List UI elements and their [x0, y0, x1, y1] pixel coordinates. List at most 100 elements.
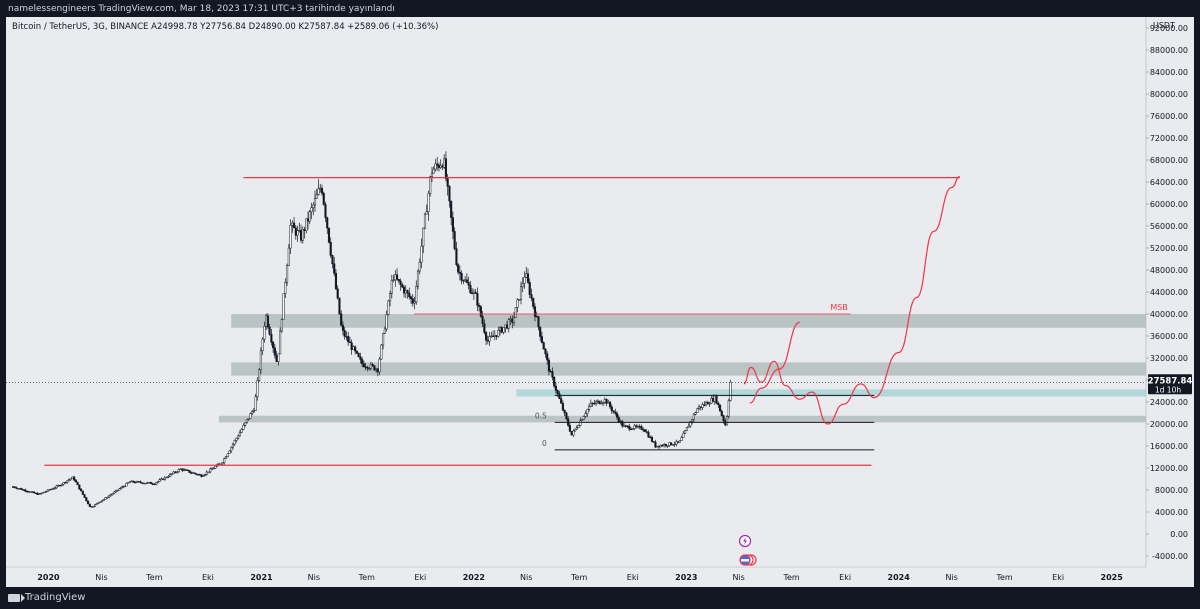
candle-body	[78, 484, 81, 490]
price-tick-label: 84000.00	[1150, 68, 1188, 77]
price-tick-label: 4000.00	[1155, 508, 1188, 517]
candle-body	[268, 326, 271, 335]
candle-body	[654, 441, 657, 448]
candle-body	[479, 306, 482, 317]
support-resistance-zone	[231, 362, 1147, 376]
candle-body	[142, 482, 145, 485]
candle-body	[528, 282, 531, 295]
candle-body	[521, 283, 524, 288]
candle-body	[718, 404, 722, 412]
candle-body	[258, 369, 261, 381]
candle-body	[329, 241, 332, 256]
time-tick-label: Nis	[732, 573, 744, 582]
price-tick-label: 48000.00	[1150, 266, 1188, 275]
candle-body	[88, 503, 91, 507]
candle-body	[553, 376, 556, 387]
projection-path	[743, 175, 960, 425]
candle-body	[490, 335, 493, 338]
candle-body	[287, 247, 290, 266]
candle-body	[547, 359, 550, 372]
price-tick-label: 0.00	[1170, 530, 1188, 539]
candle-body	[172, 471, 175, 474]
candle-body	[223, 458, 226, 463]
candle-body	[556, 390, 559, 395]
candle-body	[76, 481, 79, 486]
candle-body	[478, 305, 481, 307]
candle-body	[177, 469, 180, 473]
candle-body	[17, 488, 20, 490]
candle-body	[443, 158, 446, 168]
candle-body	[402, 286, 406, 294]
candle-body	[184, 469, 187, 471]
time-tick-label: Tem	[145, 573, 162, 582]
candle-body	[303, 229, 306, 231]
candle-body	[645, 431, 648, 433]
candle-body	[422, 227, 425, 247]
candle-body	[598, 400, 601, 404]
candle-body	[563, 409, 566, 414]
candle-body	[628, 425, 631, 430]
candle-body	[684, 430, 687, 434]
chart-area[interactable]	[6, 17, 1194, 587]
price-tick-label: 56000.00	[1150, 222, 1188, 231]
candle-body	[361, 359, 364, 365]
candle-body	[678, 440, 681, 443]
candle-body	[324, 204, 327, 218]
candle-body	[39, 493, 42, 495]
candle-body	[429, 176, 432, 194]
candle-body	[121, 486, 125, 488]
last-price-countdown: 1d 10h	[1155, 385, 1181, 394]
candle-body	[670, 442, 673, 446]
candle-body	[387, 300, 390, 315]
candle-body	[574, 428, 577, 432]
candle-body	[626, 425, 629, 427]
price-tick-label: -4000.00	[1152, 552, 1188, 561]
support-resistance-zone	[218, 415, 1147, 423]
time-tick-label: Eki	[627, 573, 639, 582]
candle-body	[725, 416, 729, 426]
candle-body	[608, 401, 612, 408]
candle-body	[156, 481, 159, 483]
candle-body	[537, 316, 540, 328]
candle-body	[696, 408, 699, 413]
candle-body	[310, 207, 313, 212]
candle-body	[432, 168, 435, 174]
candle-body	[722, 415, 725, 422]
tradingview-logo[interactable]: TradingView	[8, 592, 85, 603]
drawings-layer: MSB 0.5 0	[6, 175, 1146, 466]
candle-body	[34, 492, 37, 494]
candle-body	[588, 405, 591, 410]
candle-body	[352, 346, 355, 350]
candle-body	[83, 494, 86, 498]
candle-body	[437, 164, 441, 168]
candle-body	[617, 417, 620, 422]
event-markers	[738, 534, 757, 566]
price-tick-label: 12000.00	[1150, 464, 1188, 473]
candle-body	[275, 354, 278, 362]
candle-body	[615, 413, 619, 418]
candle-body	[176, 471, 179, 473]
candle-body	[621, 420, 624, 427]
price-tick-label: 8000.00	[1155, 486, 1188, 495]
candle-body	[633, 425, 636, 429]
candle-body	[516, 299, 519, 308]
time-tick-label: Nis	[95, 573, 107, 582]
candle-body	[81, 490, 84, 495]
candle-body	[399, 280, 402, 285]
candle-body	[48, 489, 51, 491]
candle-body	[446, 178, 449, 187]
candle-body	[376, 368, 379, 373]
candle-body	[134, 481, 137, 484]
candle-body	[170, 473, 173, 475]
candle-body	[636, 426, 640, 428]
candle-body	[540, 336, 544, 343]
candle-body	[200, 474, 203, 477]
price-tick-label: 68000.00	[1150, 156, 1188, 165]
candle-body	[485, 332, 488, 341]
candle-body	[57, 485, 60, 487]
price-tick-label: 44000.00	[1150, 288, 1188, 297]
candle-body	[643, 429, 647, 432]
candle-body	[261, 338, 264, 352]
